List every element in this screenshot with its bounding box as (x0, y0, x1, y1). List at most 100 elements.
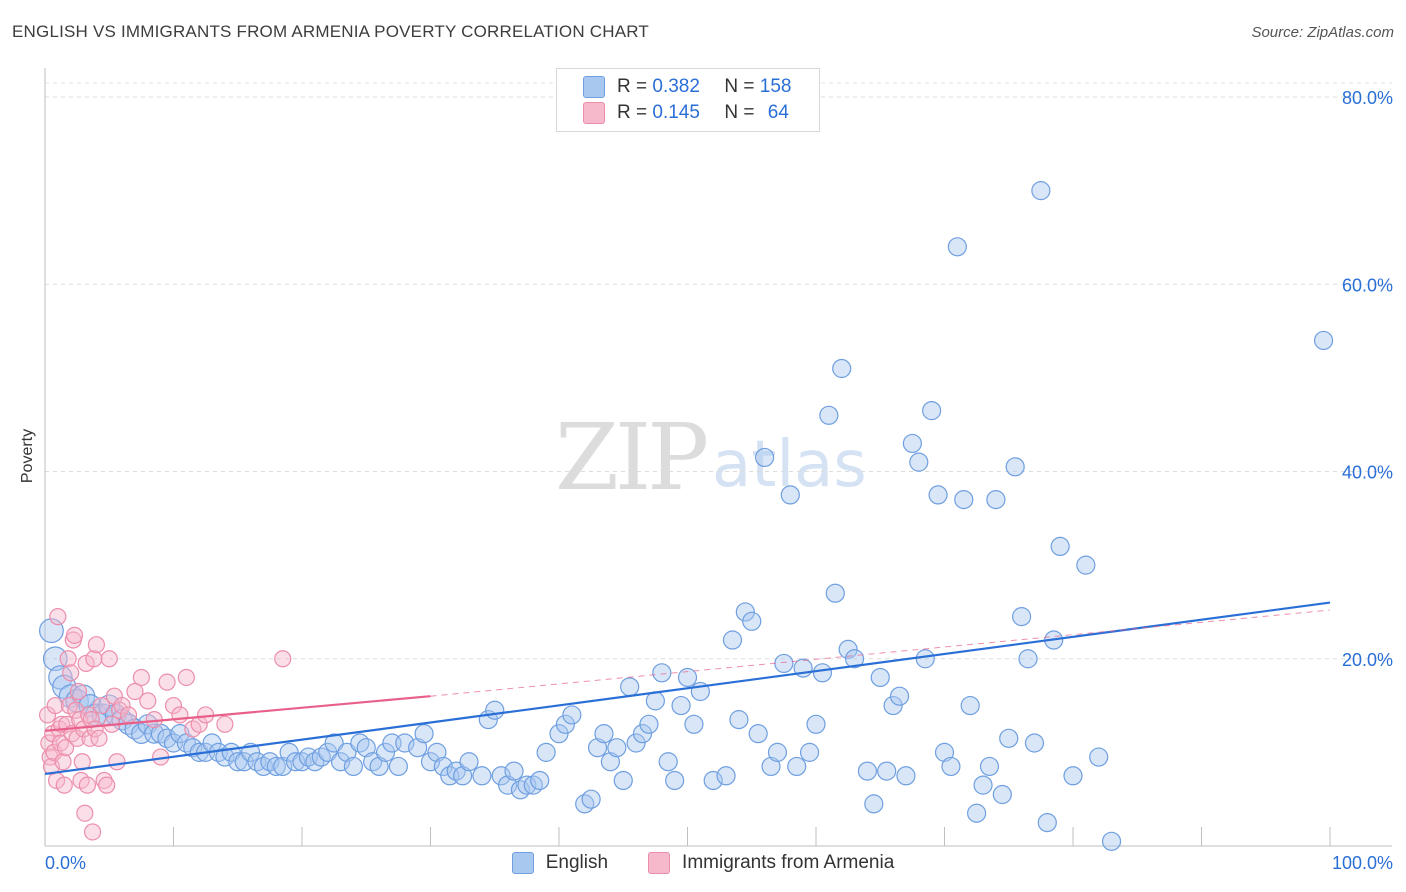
legend-r-value: 0.145 (652, 102, 700, 123)
point-armenia (164, 696, 183, 715)
legend-r-value: 0.382 (652, 76, 700, 97)
point-english (433, 756, 453, 777)
point-english (902, 433, 922, 454)
point-armenia (55, 776, 73, 794)
point-armenia (108, 753, 126, 771)
point-english (658, 752, 678, 772)
point-english (1050, 536, 1070, 557)
point-english (652, 663, 672, 683)
point-english (343, 756, 363, 777)
point-english (1076, 555, 1096, 575)
point-armenia (110, 701, 129, 719)
correlation-legend: R = 0.382 N = 158 R = 0.145 N = 64 (556, 68, 820, 132)
point-english (684, 714, 704, 734)
point-armenia (62, 664, 80, 682)
point-english (228, 752, 248, 772)
point-english (677, 667, 698, 688)
point-english (337, 742, 357, 762)
point-english (870, 667, 890, 688)
point-english (632, 724, 653, 744)
legend-row-english: R = 0.382 N = 158 (583, 74, 791, 100)
point-english (517, 775, 537, 795)
point-english (761, 756, 781, 777)
point-english (581, 789, 601, 809)
point-english (973, 775, 993, 795)
series-legend-english[interactable]: English (511, 852, 609, 874)
point-english (279, 742, 299, 762)
point-armenia (100, 650, 118, 668)
point-armenia (216, 715, 234, 733)
point-armenia (65, 626, 84, 644)
watermark-atlas: atlas (712, 428, 867, 502)
point-english (889, 686, 910, 706)
point-english (832, 358, 852, 379)
point-english (665, 770, 685, 791)
x-tick-label: 0.0% (45, 853, 86, 873)
point-english (530, 770, 550, 791)
legend-r-label: R = (617, 102, 648, 123)
point-english (857, 761, 878, 781)
point-english (838, 639, 858, 659)
point-english (754, 447, 775, 468)
point-english (491, 766, 511, 786)
y-tick-label: 60.0% (1342, 275, 1393, 295)
point-english (555, 714, 576, 734)
series-legend-armenia[interactable]: Immigrants from Armenia (648, 852, 894, 874)
point-armenia (81, 729, 99, 747)
point-armenia (132, 668, 150, 687)
series-swatch-english (511, 852, 534, 874)
point-english (799, 742, 820, 762)
point-armenia (113, 696, 131, 715)
point-english (967, 803, 987, 823)
point-english (369, 756, 389, 777)
point-armenia (119, 706, 138, 724)
point-armenia (98, 776, 116, 794)
point-english (735, 602, 755, 622)
point-english (375, 742, 396, 762)
point-english (144, 723, 165, 744)
legend-n-value: 64 (767, 102, 789, 123)
point-armenia (59, 650, 77, 668)
point-english (748, 724, 768, 744)
point-english (273, 756, 293, 777)
point-english (928, 485, 948, 505)
trendline-armenia (44, 695, 431, 732)
point-english (498, 775, 518, 795)
point-english (620, 677, 640, 697)
legend-r-label: R = (617, 76, 648, 97)
x-tick-label: 100.0% (1332, 853, 1393, 873)
legend-swatch-english (583, 76, 605, 98)
point-armenia (90, 729, 108, 747)
point-english (1037, 812, 1057, 833)
point-armenia (126, 682, 144, 701)
series-swatch-armenia (648, 852, 671, 874)
point-armenia (76, 804, 94, 822)
series-label-english: English (545, 852, 609, 873)
point-english (330, 752, 351, 772)
point-english (420, 752, 441, 772)
point-english (324, 733, 344, 753)
point-english (825, 583, 845, 603)
point-english (408, 738, 428, 758)
point-armenia (51, 734, 70, 752)
point-english (1101, 831, 1122, 851)
point-english (587, 738, 608, 758)
point-armenia (80, 706, 98, 724)
point-english (742, 611, 762, 631)
point-armenia (274, 650, 292, 668)
point-english (645, 691, 665, 711)
point-english (600, 752, 621, 772)
point-english (1011, 607, 1032, 627)
legend-n-label: N = (724, 102, 755, 123)
point-english (877, 761, 897, 781)
point-english (1018, 649, 1038, 669)
point-armenia (177, 668, 195, 687)
point-armenia (69, 682, 88, 701)
watermark-zip: ZIP (555, 404, 709, 511)
point-armenia (158, 673, 176, 691)
point-armenia (54, 753, 72, 771)
point-english (716, 766, 736, 786)
point-english (954, 489, 974, 510)
point-english (1005, 457, 1025, 477)
